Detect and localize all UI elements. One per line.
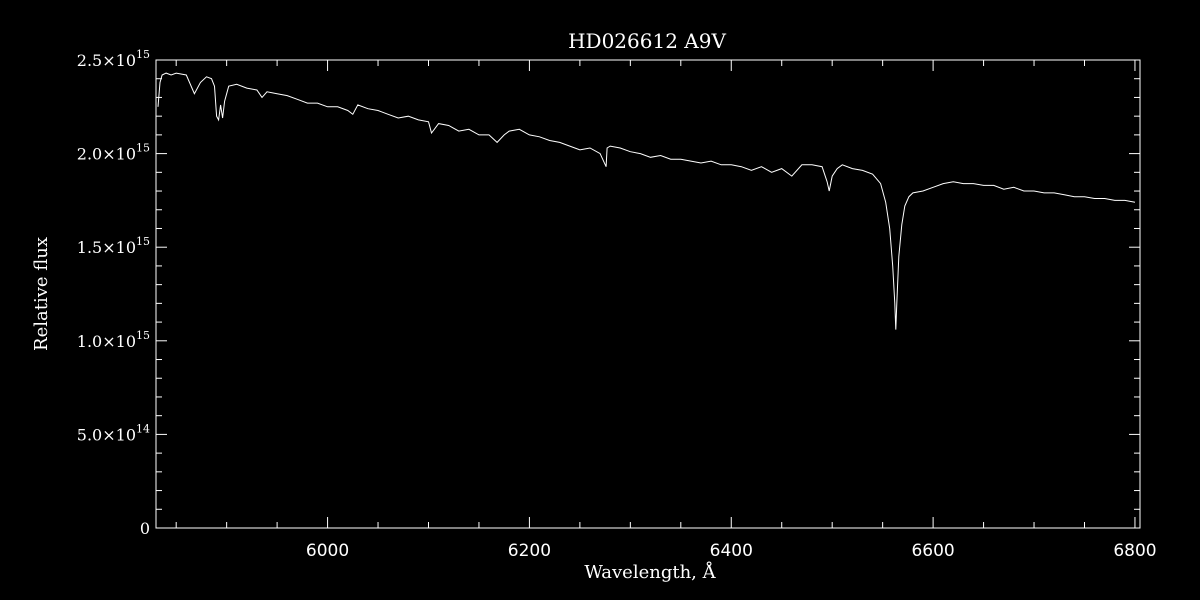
y-axis-ticks [156,59,1140,529]
y-axis-label: Relative flux [31,237,52,351]
y-axis-tick-labels: 0 5.0×1014 1.0×1015 1.5×1015 2.0×1015 2.5×101… [77,48,150,538]
x-tick-label: 6400 [710,541,753,561]
y-tick-label: 2.5×1015 [77,48,150,70]
plot-frame [155,59,1141,529]
spectrum-line [157,72,1136,330]
x-axis-tick-labels: 6000 6200 6400 6600 6800 [306,541,1157,561]
x-tick-label: 6200 [508,541,551,561]
y-tick-label: 2.0×1015 [77,142,150,164]
x-axis-label: Wavelength, Å [584,561,716,583]
x-tick-label: 6800 [1113,541,1156,561]
x-tick-label: 6600 [911,541,954,561]
x-axis-ticks [175,60,1136,528]
y-tick-label: 1.5×1015 [77,235,150,257]
y-tick-label: 0 [140,519,150,538]
y-tick-label: 1.0×1015 [77,329,150,351]
x-tick-label: 6000 [306,541,349,561]
chart-title: HD026612 A9V [568,29,726,53]
y-tick-label: 5.0×1014 [77,422,150,444]
